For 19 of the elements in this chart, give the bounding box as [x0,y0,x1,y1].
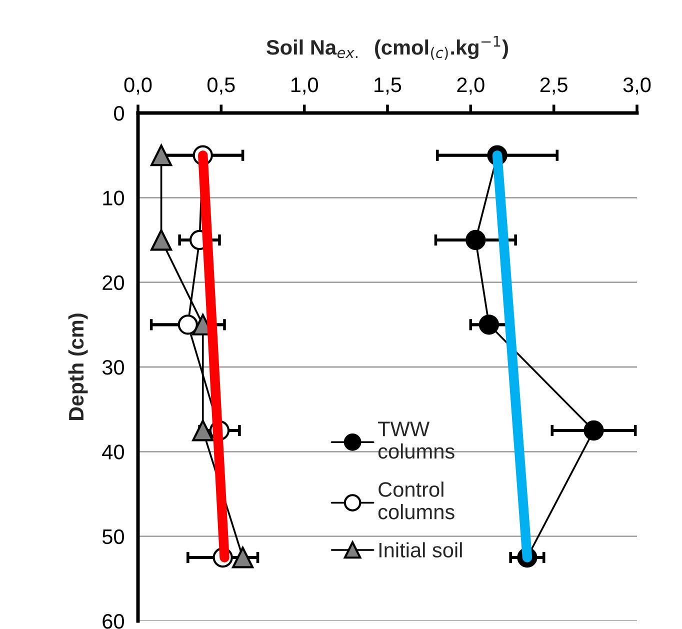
x-tick-label: 1,0 [291,77,318,95]
x-tick-label: 1,5 [374,78,402,95]
y-tick-label: 0 [114,106,124,121]
x-tick-label: 2,0 [457,77,484,95]
x-tick-label: 3,0 [623,77,651,95]
x-tick-label: 2,5 [540,77,568,95]
y-tick-label: 10 [103,190,124,206]
y-tick-label: 50 [102,529,124,544]
y-tick-label: 30 [102,360,124,375]
y-tick-label: 60 [102,614,124,629]
text: Soil Na$_{ex.}$ (cmol$_{(c)}$.kg$^{−1}$) [266,36,508,60]
legend-label: TWW columns [378,422,454,459]
y-tick-label: 20 [102,275,124,290]
y-tick-label: 40 [102,444,124,460]
legend-label: Control columns [378,482,454,520]
y-axis-title: Depth (cm) [68,314,88,420]
x-tick-label: 0,5 [208,77,235,95]
legend-label: Initial soil [379,542,462,558]
x-tick-label: 0,0 [124,77,152,95]
